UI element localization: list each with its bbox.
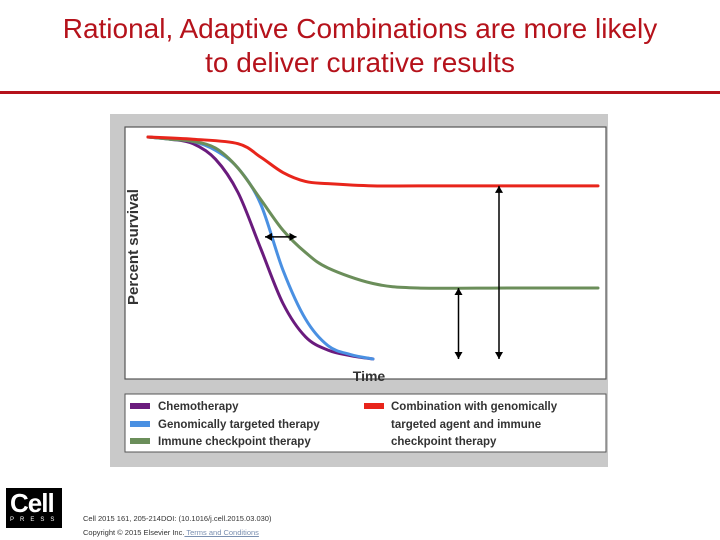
plot-area — [124, 126, 607, 380]
logo-press: PRESS — [10, 517, 61, 523]
horizontal-delay-arrow — [265, 232, 297, 241]
legend-swatch-immune — [130, 438, 150, 444]
series-curves — [146, 135, 600, 361]
legend-label-chemotherapy: Chemotherapy — [158, 401, 239, 413]
cell-press-logo: Cell PRESS — [6, 488, 62, 528]
title-divider — [0, 91, 720, 94]
legend: Chemotherapy Genomically targeted therap… — [130, 401, 558, 448]
legend-label-combination-2: targeted agent and immune — [391, 419, 541, 431]
combination-gain-arrow — [495, 185, 503, 359]
slide-title-line-1: Rational, Adaptive Combinations are more… — [62, 13, 658, 44]
logo-word: Cell — [10, 488, 55, 518]
legend-label-targeted: Genomically targeted therapy — [158, 419, 320, 431]
series-line-3 — [146, 135, 600, 188]
figure-panel: Percent survival Time Chemotherapy Genom… — [110, 114, 608, 467]
legend-swatch-combination — [364, 403, 384, 409]
legend-label-combination-3: checkpoint therapy — [391, 436, 497, 448]
legend-label-combination-1: Combination with genomically — [391, 401, 558, 413]
citation: Cell 2015 161, 205-214DOI: (10.1016/j.ce… — [83, 514, 272, 523]
terms-link[interactable]: Terms and Conditions — [184, 528, 259, 537]
annotation-arrows — [265, 185, 503, 359]
copyright: Copyright © 2015 Elsevier Inc. Terms and… — [83, 528, 259, 537]
y-axis-label: Percent survival — [125, 189, 142, 305]
series-line-2 — [146, 135, 600, 290]
slide-title-line-2: to deliver curative results — [205, 47, 515, 78]
slide-title: Rational, Adaptive Combinations are more… — [0, 12, 720, 80]
x-axis-label: Time — [353, 368, 386, 384]
survival-chart: Percent survival Time Chemotherapy Genom… — [124, 126, 607, 453]
legend-label-immune: Immune checkpoint therapy — [158, 436, 311, 448]
legend-swatch-chemotherapy — [130, 403, 150, 409]
immune-gain-arrow — [454, 287, 463, 359]
copyright-text: Copyright © 2015 Elsevier Inc. — [83, 528, 185, 537]
legend-swatch-targeted — [130, 421, 150, 427]
